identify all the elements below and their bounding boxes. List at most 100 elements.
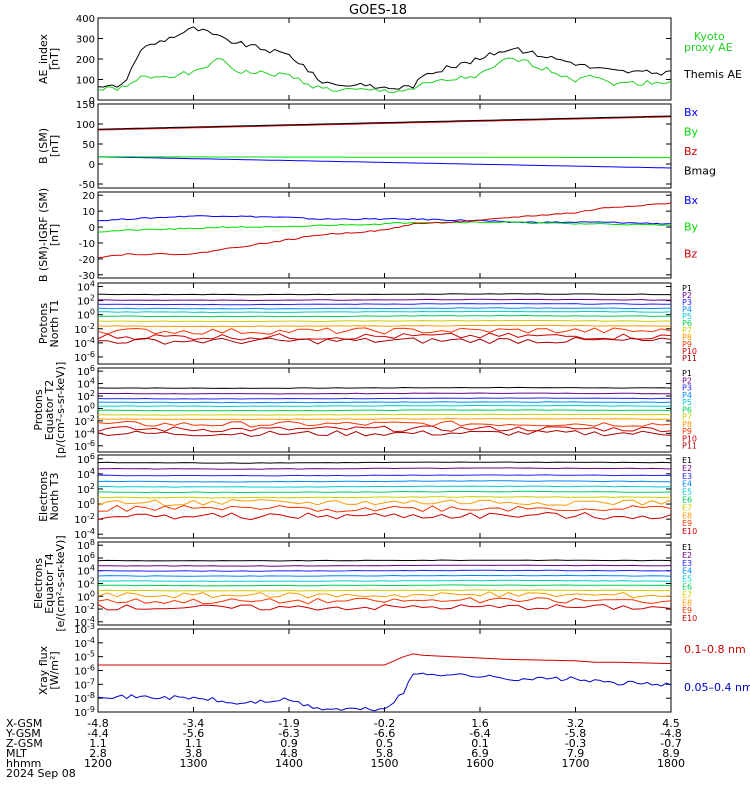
series-line-Bx — [98, 215, 671, 225]
y-axis-label: AE_index[nT] — [37, 33, 61, 84]
axis-row-value: 2.8 — [89, 747, 107, 760]
series-line-0-05-0-4-nm — [98, 672, 671, 712]
channel-label-P9: P9 — [682, 427, 692, 436]
y-tick-label: -30 — [79, 271, 95, 282]
axis-row-value: -3.4 — [182, 717, 205, 730]
series-line-E8 — [98, 499, 671, 507]
series-line-By — [98, 156, 671, 159]
channel-label-P4: P4 — [682, 305, 692, 314]
series-line-E7 — [98, 589, 671, 592]
axis-row-value: 6.9 — [471, 747, 489, 760]
axis-row-value: -0.7 — [660, 737, 682, 750]
y-tick-label: 150 — [76, 100, 95, 111]
y-tick-label: 100 — [76, 120, 95, 131]
y-tick-label: -10 — [79, 239, 95, 250]
y-axis-label: ProtonsNorth T1 — [37, 300, 61, 348]
axis-row-label: Y-GSM — [6, 727, 41, 740]
series-line-P6 — [98, 314, 671, 318]
y-axis-label: B (SM)-IGRF (SM)[nT] — [37, 188, 61, 282]
series-line-E10 — [98, 511, 671, 521]
y-tick-label: 100 — [76, 76, 95, 87]
axis-row-value: -4.4 — [87, 727, 109, 740]
y-tick-label: -50 — [79, 180, 95, 191]
panel-frame — [97, 17, 672, 101]
series-line-P9 — [98, 327, 671, 335]
axis-row-label: X-GSM — [6, 717, 43, 730]
y-tick-label: 200 — [76, 55, 95, 66]
channel-label-E1: E1 — [682, 543, 692, 552]
y-tick-label: 104 — [77, 564, 95, 578]
axis-row-value: 3.8 — [184, 747, 203, 760]
series-line-P6 — [98, 409, 671, 412]
legend-label-4: Bmag — [684, 165, 716, 178]
channel-label-E10: E10 — [682, 614, 697, 623]
date-label: 2024 Sep 08 — [6, 767, 76, 780]
channel-label-P5: P5 — [682, 312, 692, 321]
y-tick-label: 10-2 — [74, 602, 95, 616]
series-line-P5 — [98, 404, 671, 408]
series-line-E3 — [98, 569, 671, 572]
axis-row-value: -5.8 — [564, 727, 587, 740]
axis-row-label: MLT — [6, 747, 27, 760]
channel-label-P11: P11 — [682, 442, 697, 451]
legend-label-2: By — [684, 221, 699, 234]
series-line-E2 — [98, 564, 671, 567]
y-tick-label: 104 — [77, 377, 95, 391]
channel-label-E3: E3 — [682, 559, 692, 568]
series-line-P10 — [98, 425, 671, 433]
panel-8: 10-310-410-510-610-710-810-9 Xray flux[W/… — [37, 622, 750, 719]
series-line-Bx — [98, 156, 671, 169]
panel-frame — [97, 103, 672, 189]
y-tick-label: 100 — [77, 497, 95, 511]
series-line-Bz — [98, 202, 671, 259]
panel-frame — [97, 282, 672, 365]
channel-label-E10: E10 — [682, 527, 697, 536]
y-tick-label: 0 — [89, 96, 95, 107]
legend-label-2: Themis AE — [683, 68, 742, 81]
series-line-E9 — [98, 597, 671, 605]
series-line-E4 — [98, 574, 671, 577]
series-line-P3 — [98, 397, 671, 400]
channel-label-E5: E5 — [682, 488, 692, 497]
y-tick-label: 20 — [82, 191, 95, 202]
channel-label-P5: P5 — [682, 398, 692, 407]
y-tick-label: 10-5 — [74, 650, 95, 664]
series-line-By — [98, 221, 671, 233]
axis-row-value: 1300 — [179, 757, 208, 770]
y-tick-label: 10-2 — [74, 322, 95, 336]
y-tick-label: 0 — [89, 223, 95, 234]
series-line-E2 — [98, 467, 671, 470]
series-line-E6 — [98, 490, 671, 494]
series-line-Bmag — [98, 115, 671, 130]
channel-label-E6: E6 — [682, 496, 692, 505]
y-axis-label: ElectronsNorth T3 — [37, 471, 61, 522]
y-tick-label: 10-4 — [74, 336, 95, 350]
series-line-P8 — [98, 417, 671, 421]
y-tick-label: 10-6 — [74, 350, 95, 364]
series-line-P1 — [98, 293, 671, 296]
axis-row-value: -4.8 — [87, 717, 109, 730]
series-line-P3 — [98, 303, 671, 306]
y-tick-label: 10-7 — [74, 677, 95, 691]
y-tick-label: 10-4 — [74, 636, 95, 650]
y-tick-label: 100 — [77, 401, 95, 415]
y-tick-label: 10-3 — [74, 622, 95, 636]
axis-row-value: -6.4 — [469, 727, 491, 740]
channel-label-P8: P8 — [682, 420, 692, 429]
channel-label-P9: P9 — [682, 340, 692, 349]
axis-row-value: 1500 — [370, 757, 399, 770]
axis-row-value: -0.2 — [373, 717, 396, 730]
y-tick-label: 102 — [77, 577, 95, 591]
channel-label-P7: P7 — [682, 326, 692, 335]
y-axis-label: ProtonsEquator T2[p/(cm²-s-sr-keV)] — [32, 362, 67, 459]
series-line-0-1-0-8-nm — [98, 653, 671, 666]
channel-label-P10: P10 — [682, 434, 697, 443]
channel-label-E3: E3 — [682, 472, 692, 481]
series-line-E6 — [98, 584, 671, 587]
y-tick-label: 10-4 — [74, 527, 95, 541]
legend-label-3: Bz — [684, 247, 698, 260]
series-line-E5 — [98, 579, 671, 582]
axis-row-value: 1.1 — [184, 737, 203, 750]
